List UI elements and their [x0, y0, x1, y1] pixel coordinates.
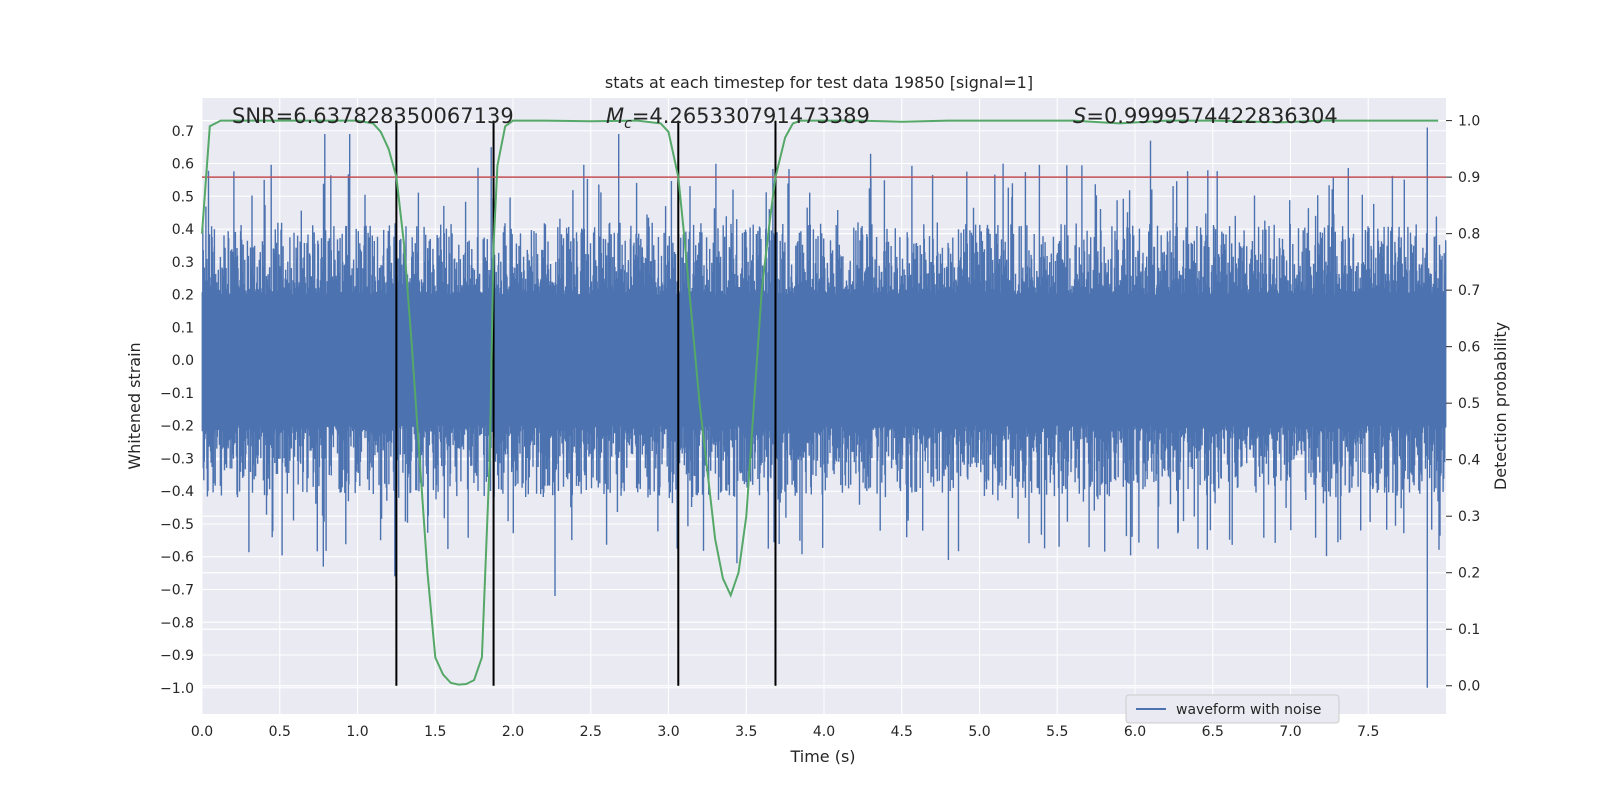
y-tick-label: −0.3 — [160, 451, 194, 467]
left-axis-ticks: 0.7 0.6 0.5 0.4 0.3 0.2 0.1 0.0 −0.1 −0.2 −0.3 −0.4… — [160, 124, 194, 697]
x-tick-label: 2.0 — [502, 724, 524, 740]
y-tick-label: 0.1 — [172, 320, 194, 336]
y-tick-label: 0.6 — [172, 157, 194, 173]
x-tick-label: 0.5 — [269, 724, 291, 740]
chirp-mass-symbol: M — [606, 104, 624, 128]
y-tick-label: 0.3 — [172, 255, 194, 271]
y-axis-label: Whitened strain — [125, 342, 144, 469]
legend-box — [1125, 694, 1340, 724]
x-axis-label: Time (s) — [789, 747, 855, 766]
chirp-mass-value: =4.265330791473389 — [632, 104, 870, 128]
waveform-line — [201, 127, 1447, 688]
x-tick-label: 2.5 — [580, 724, 602, 740]
y2-tick-label: 0.4 — [1458, 453, 1480, 469]
snr-annotation: SNR=6.637828350067139 — [232, 104, 514, 128]
x-tick-label: 5.0 — [968, 724, 990, 740]
x-tick-label: 1.5 — [424, 724, 446, 740]
legend: waveform with noise — [1125, 694, 1340, 724]
y2-tick-label: 0.2 — [1458, 566, 1480, 582]
y-tick-label: −1.0 — [160, 681, 194, 697]
event-boundaries — [395, 120, 777, 686]
y2-tick-label: 0.5 — [1458, 396, 1480, 412]
probability-line — [201, 119, 1439, 686]
chirp-mass-subscript: c — [624, 116, 632, 132]
y2-tick-label: 0.1 — [1458, 622, 1480, 638]
y-tick-label: 0.5 — [172, 189, 194, 205]
x-tick-label: 3.5 — [735, 724, 757, 740]
y2-tick-label: 0.8 — [1458, 227, 1480, 243]
statistic-value: =0.9999574422836304 — [1086, 104, 1337, 128]
y2-tick-label: 0.7 — [1458, 283, 1480, 299]
y-tick-label: −0.9 — [160, 648, 194, 664]
y-tick-label: 0.7 — [172, 124, 194, 140]
x-tick-label: 0.0 — [191, 724, 213, 740]
chirp-mass-annotation: Mc=4.265330791473389 — [606, 104, 870, 132]
x-tick-label: 6.0 — [1124, 724, 1146, 740]
y2-tick-label: 0.6 — [1458, 340, 1480, 356]
y-tick-label: −0.1 — [160, 386, 194, 402]
probability-series — [201, 119, 1439, 686]
y-tick-label: −0.7 — [160, 582, 194, 598]
y2-axis-label: Detection probability — [1491, 322, 1510, 490]
y-tick-label: −0.8 — [160, 615, 194, 631]
y-tick-label: −0.4 — [160, 484, 194, 500]
x-tick-label: 5.5 — [1046, 724, 1068, 740]
x-tick-label: 4.0 — [813, 724, 835, 740]
x-tick-label: 7.0 — [1279, 724, 1301, 740]
x-axis-ticks: 0.0 0.5 1.0 1.5 2.0 2.5 3.0 3.5 4.0 4.5 5.0 5.5 6.0 6… — [191, 724, 1380, 740]
x-tick-label: 1.0 — [346, 724, 368, 740]
legend-label: waveform with noise — [1176, 702, 1321, 718]
y-tick-label: 0.0 — [172, 353, 194, 369]
statistic-annotation: S=0.9999574422836304 — [1073, 104, 1338, 128]
statistic-symbol: S — [1073, 104, 1086, 128]
y2-tick-label: 0.9 — [1458, 170, 1480, 186]
x-tick-label: 4.5 — [891, 724, 913, 740]
y-tick-label: 0.2 — [172, 288, 194, 304]
x-tick-label: 7.5 — [1357, 724, 1379, 740]
x-tick-label: 6.5 — [1202, 724, 1224, 740]
chart-title: stats at each timestep for test data 198… — [605, 73, 1033, 92]
y2-tick-label: 1.0 — [1458, 114, 1480, 130]
y-tick-label: 0.4 — [172, 222, 194, 238]
y-tick-label: −0.6 — [160, 550, 194, 566]
y-tick-label: −0.2 — [160, 419, 194, 435]
right-axis-ticks: 1.0 0.9 0.8 0.7 0.6 0.5 0.4 0.3 0.2 0.1 0.0 — [1446, 114, 1480, 695]
y2-tick-label: 0.3 — [1458, 509, 1480, 525]
x-tick-label: 3.0 — [657, 724, 679, 740]
y-tick-label: −0.5 — [160, 517, 194, 533]
y2-tick-label: 0.0 — [1458, 679, 1480, 695]
